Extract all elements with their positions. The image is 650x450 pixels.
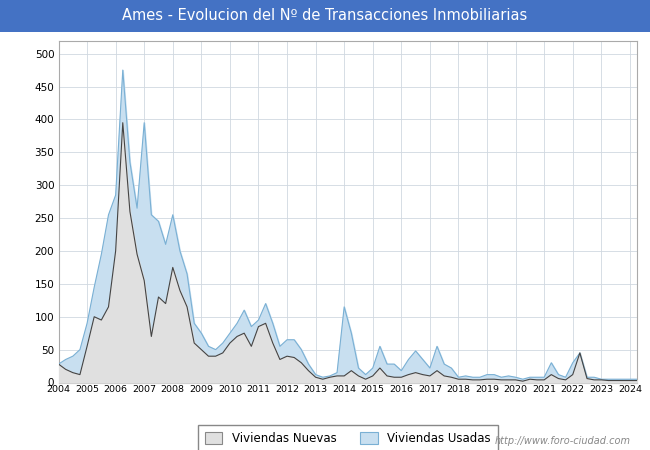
Legend: Viviendas Nuevas, Viviendas Usadas: Viviendas Nuevas, Viviendas Usadas (198, 425, 498, 450)
Text: Ames - Evolucion del Nº de Transacciones Inmobiliarias: Ames - Evolucion del Nº de Transacciones… (122, 8, 528, 23)
Text: http://www.foro-ciudad.com: http://www.foro-ciudad.com (495, 436, 630, 446)
